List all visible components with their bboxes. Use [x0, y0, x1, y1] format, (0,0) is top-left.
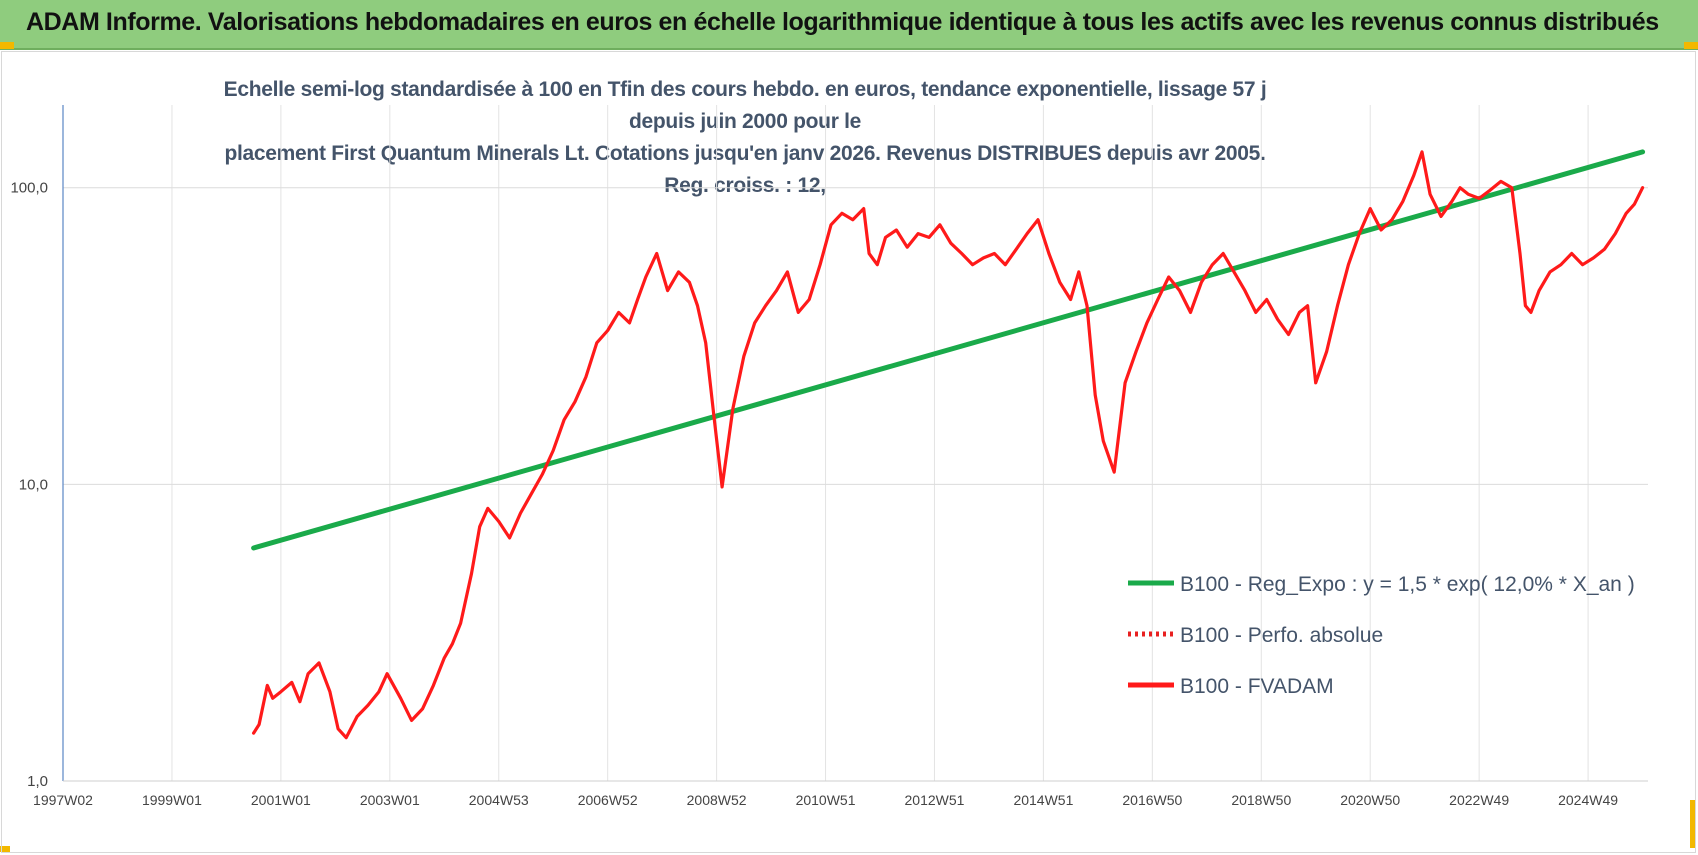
- chart-subtitle: Echelle semi-log standardisée à 100 en T…: [200, 74, 1290, 202]
- x-tick-label-6: 2008W52: [687, 792, 747, 808]
- x-tick-label-7: 2010W51: [796, 792, 856, 808]
- header-bar: ADAM Informe. Valorisations hebdomadaire…: [0, 0, 1698, 50]
- x-tick-label-9: 2014W51: [1013, 792, 1073, 808]
- x-tick-label-10: 2016W50: [1122, 792, 1182, 808]
- y-tick-label-1: 10,0: [19, 476, 48, 493]
- chart-subtitle-line-1: Echelle semi-log standardisée à 100 en T…: [223, 78, 1267, 133]
- x-tick-label-8: 2012W51: [905, 792, 965, 808]
- legend-label-1: B100 - Perfo. absolue: [1180, 624, 1383, 647]
- corner-marker-top-left: [0, 42, 14, 49]
- x-tick-label-11: 2018W50: [1231, 792, 1291, 808]
- legend-label-0: B100 - Reg_Expo : y = 1,5 * exp( 12,0% *…: [1180, 573, 1635, 596]
- x-tick-label-1: 1999W01: [142, 792, 202, 808]
- x-tick-label-2: 2001W01: [251, 792, 311, 808]
- chart-frame: [1, 51, 1696, 853]
- corner-marker-bottom-left: [0, 846, 10, 852]
- corner-marker-bottom-right: [1690, 800, 1695, 848]
- x-tick-label-13: 2022W49: [1449, 792, 1509, 808]
- legend-label-2: B100 - FVADAM: [1180, 675, 1334, 698]
- corner-marker-top-right: [1684, 42, 1698, 49]
- y-tick-label-2: 100,0: [10, 180, 48, 197]
- x-tick-label-0: 1997W02: [33, 792, 93, 808]
- y-tick-label-0: 1,0: [27, 773, 48, 790]
- chart-subtitle-line-2: placement First Quantum Minerals Lt. Cot…: [224, 142, 1266, 197]
- x-tick-label-4: 2004W53: [469, 792, 529, 808]
- x-tick-label-3: 2003W01: [360, 792, 420, 808]
- x-tick-label-12: 2020W50: [1340, 792, 1400, 808]
- series-line-2: [252, 150, 1645, 740]
- page-title: ADAM Informe. Valorisations hebdomadaire…: [26, 8, 1659, 36]
- x-tick-label-5: 2006W52: [578, 792, 638, 808]
- x-tick-label-14: 2024W49: [1558, 792, 1618, 808]
- series-line-0: [251, 149, 1646, 551]
